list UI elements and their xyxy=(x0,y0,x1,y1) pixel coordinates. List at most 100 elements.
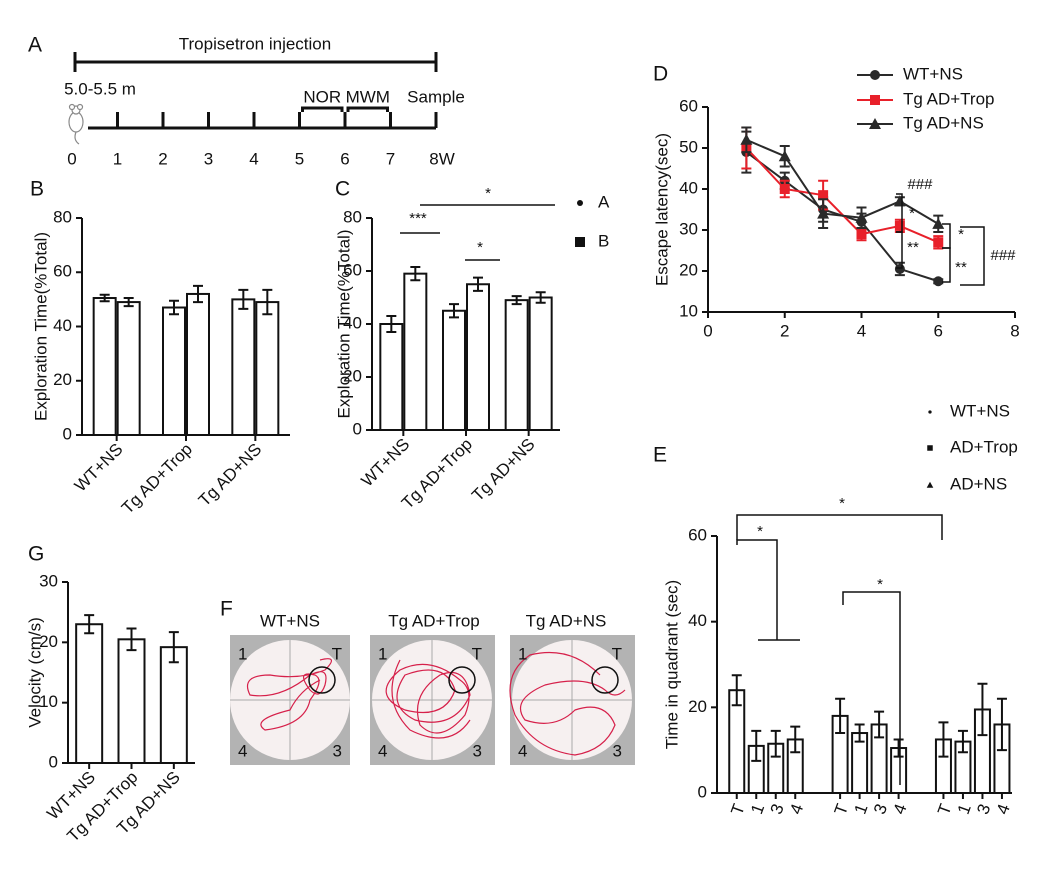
y-tick-label: 10 xyxy=(39,692,58,711)
marker xyxy=(928,410,932,414)
y-tick-label: 40 xyxy=(53,316,72,335)
annotation: * xyxy=(757,523,763,540)
quadrant-label: 3 xyxy=(613,741,622,760)
significance-bracket xyxy=(942,247,951,283)
error-bar xyxy=(996,697,1007,752)
error-bar xyxy=(790,725,801,754)
marker xyxy=(818,190,829,201)
x-tick-label: 1 xyxy=(850,801,871,816)
error-bar xyxy=(835,697,846,735)
bar xyxy=(379,323,404,431)
quadrant-label: 4 xyxy=(378,741,387,760)
error-bar xyxy=(893,738,904,758)
legend-label: A xyxy=(598,192,610,211)
y-tick-label: 40 xyxy=(679,178,698,197)
x-tick-label: 1 xyxy=(747,801,768,816)
error-bar xyxy=(386,315,397,333)
marker xyxy=(817,207,830,219)
bar xyxy=(162,306,186,437)
arena-title: Tg AD+Trop xyxy=(388,611,480,630)
marker xyxy=(894,220,905,231)
y-axis-label: Exploration Time(%Total) xyxy=(334,230,353,419)
error-bar xyxy=(511,295,522,306)
error-bar xyxy=(751,729,762,762)
event-bracket xyxy=(346,106,389,112)
y-tick-label: 80 xyxy=(343,207,362,226)
bar xyxy=(186,292,210,437)
annotation: ** xyxy=(955,259,967,276)
x-tick-label: 3 xyxy=(973,801,994,816)
quadrant-label: 3 xyxy=(473,741,482,760)
error-bar xyxy=(193,284,203,304)
event-label: MWM xyxy=(346,87,390,106)
annotation: * xyxy=(958,226,964,243)
error-bar xyxy=(123,297,134,308)
legend-label: Tg AD+Trop xyxy=(903,89,995,108)
quadrant-label: 1 xyxy=(378,644,387,663)
annotation: * xyxy=(839,495,845,512)
panel-label: G xyxy=(28,543,44,566)
error-bar xyxy=(977,682,988,737)
error-bar xyxy=(99,293,110,303)
y-tick-label: 10 xyxy=(679,301,698,320)
y-tick-label: 40 xyxy=(343,313,362,332)
x-tick-label: 4 xyxy=(993,801,1014,816)
x-tick-label: 4 xyxy=(786,801,807,816)
marker xyxy=(933,276,944,287)
marker xyxy=(577,200,583,206)
bar xyxy=(466,283,490,431)
y-tick-label: 30 xyxy=(39,571,58,590)
annotation: ** xyxy=(907,239,919,256)
timeline-label: 6 xyxy=(340,149,349,168)
y-tick-label: 30 xyxy=(679,219,698,238)
legend-label: AD+NS xyxy=(950,474,1007,493)
panel-label: D xyxy=(653,63,668,86)
timeline-label: 1 xyxy=(113,149,122,168)
annotation: * xyxy=(877,576,883,593)
x-tick-label: 2 xyxy=(780,321,789,340)
bar xyxy=(159,646,188,764)
y-tick-label: 60 xyxy=(343,260,362,279)
x-tick-label: 4 xyxy=(889,801,910,816)
timeline-label: 8W xyxy=(429,149,455,168)
panel-label: F xyxy=(220,598,233,621)
marker xyxy=(926,481,934,488)
significance-bracket xyxy=(842,591,901,785)
bar xyxy=(92,297,117,436)
injection-title: Tropisetron injection xyxy=(179,34,331,53)
timeline-label: 7 xyxy=(386,149,395,168)
y-tick-label: 40 xyxy=(688,611,707,630)
bar xyxy=(442,309,466,431)
marker xyxy=(932,217,945,229)
panel-label: A xyxy=(28,34,42,57)
significance-bracket xyxy=(896,231,903,269)
x-tick-label: 4 xyxy=(857,321,866,340)
y-tick-label: 60 xyxy=(679,96,698,115)
x-tick-label: T xyxy=(727,801,748,817)
annotation: ### xyxy=(990,247,1016,264)
bar xyxy=(75,623,104,764)
quadrant-label: T xyxy=(332,644,342,663)
x-tick-label: WT+NS xyxy=(357,435,413,491)
quadrant-label: T xyxy=(472,644,482,663)
error-bar xyxy=(957,729,968,754)
x-tick-label: Tg AD+NS xyxy=(195,440,266,511)
bar xyxy=(117,638,146,764)
annotation: * xyxy=(485,185,491,202)
panel-label: B xyxy=(30,178,44,201)
error-bar xyxy=(938,721,949,758)
y-tick-label: 60 xyxy=(688,525,707,544)
bar xyxy=(116,301,141,436)
quadrant-label: 4 xyxy=(238,741,247,760)
x-tick-label: T xyxy=(831,801,852,817)
timeline-label: 0 xyxy=(67,149,76,168)
error-bar xyxy=(169,299,179,316)
marker xyxy=(856,229,867,240)
y-axis-label: Escape latency(sec) xyxy=(652,133,671,286)
marker xyxy=(870,70,880,80)
x-tick-label: Tg AD+NS xyxy=(468,435,539,506)
marker xyxy=(855,211,868,223)
legend-label: B xyxy=(598,231,609,250)
y-axis-label: Velocity (cm/s) xyxy=(25,617,44,728)
panel-label: C xyxy=(335,178,350,201)
